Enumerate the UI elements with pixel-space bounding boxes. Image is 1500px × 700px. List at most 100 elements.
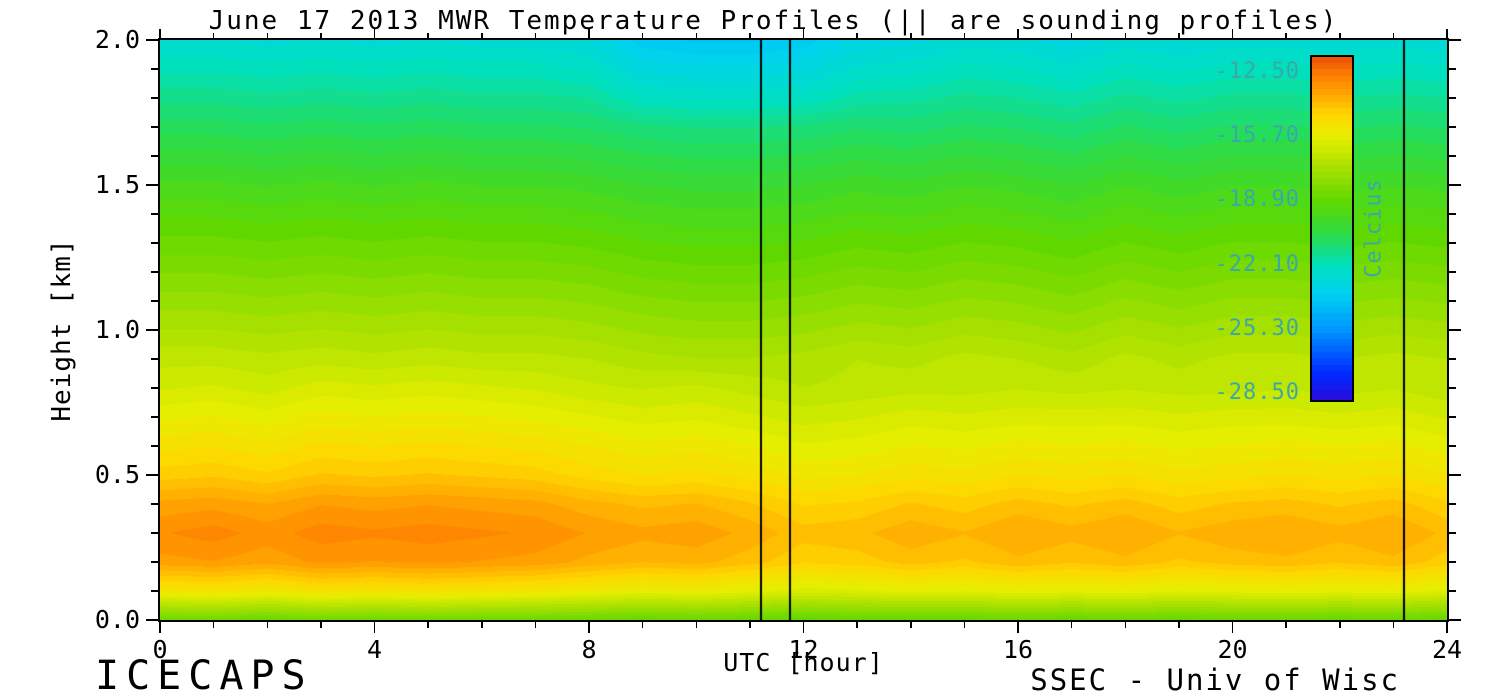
axis-tick bbox=[802, 622, 805, 633]
axis-tick bbox=[1178, 33, 1180, 38]
colorbar-tick-label: -22.10 bbox=[1214, 251, 1300, 277]
axis-tick bbox=[146, 329, 158, 331]
axis-tick bbox=[212, 622, 215, 628]
y-tick-label: 1.5 bbox=[94, 170, 140, 199]
axis-tick bbox=[1285, 33, 1287, 38]
axis-tick bbox=[159, 29, 161, 38]
axis-tick bbox=[1449, 561, 1456, 563]
colorbar bbox=[1310, 55, 1354, 402]
axis-tick bbox=[588, 29, 590, 38]
axis-tick bbox=[802, 29, 805, 38]
colorbar-tick-label: -28.50 bbox=[1214, 379, 1300, 405]
axis-tick bbox=[1392, 33, 1395, 38]
axis-tick bbox=[1449, 184, 1461, 186]
colorbar-tick-label: -12.50 bbox=[1214, 59, 1300, 85]
axis-tick bbox=[1449, 39, 1461, 41]
x-tick-label: 12 bbox=[788, 635, 819, 664]
axis-tick bbox=[1449, 474, 1461, 476]
y-tick-label: 1.0 bbox=[94, 315, 140, 344]
axis-tick bbox=[1070, 33, 1073, 38]
x-tick-label: 20 bbox=[1217, 635, 1248, 664]
axis-tick bbox=[1446, 622, 1448, 633]
axis-tick bbox=[151, 242, 158, 244]
axis-tick bbox=[963, 622, 966, 628]
axis-tick bbox=[266, 33, 268, 38]
axis-tick bbox=[1449, 532, 1456, 534]
x-tick-label: 4 bbox=[366, 635, 383, 664]
axis-tick bbox=[320, 33, 322, 38]
axis-tick bbox=[1339, 622, 1341, 628]
axis-tick bbox=[151, 126, 158, 128]
axis-tick bbox=[641, 33, 644, 38]
axis-tick bbox=[1449, 300, 1456, 302]
axis-tick bbox=[1017, 29, 1019, 38]
axis-tick bbox=[1449, 503, 1456, 505]
axis-tick bbox=[151, 271, 158, 273]
x-tick-label: 16 bbox=[1002, 635, 1034, 664]
temperature-heatmap-canvas bbox=[160, 40, 1447, 620]
colorbar-tick-label: -18.90 bbox=[1214, 187, 1300, 213]
colorbar-tick-label: -25.30 bbox=[1214, 315, 1300, 341]
y-tick-label: 0.0 bbox=[94, 605, 140, 634]
footer-institution-label: SSEC - Univ of Wisc bbox=[1030, 663, 1400, 697]
colorbar-title: Celcius bbox=[1361, 178, 1387, 278]
y-tick-label: 0.5 bbox=[94, 460, 140, 489]
axis-tick bbox=[1449, 416, 1456, 418]
x-axis-title: UTC [hour] bbox=[723, 648, 884, 677]
axis-tick bbox=[151, 503, 158, 505]
axis-tick bbox=[151, 445, 158, 447]
x-tick-label: 8 bbox=[581, 635, 597, 664]
axis-tick bbox=[641, 622, 644, 628]
axis-tick bbox=[159, 622, 161, 633]
footer-project-label: ICECAPS bbox=[95, 653, 313, 699]
axis-tick bbox=[1449, 242, 1456, 244]
axis-tick bbox=[856, 33, 858, 38]
axis-tick bbox=[1017, 622, 1019, 633]
axis-tick bbox=[1392, 622, 1395, 628]
axis-tick bbox=[963, 33, 966, 38]
axis-tick bbox=[151, 68, 158, 70]
axis-tick bbox=[1285, 622, 1287, 628]
plot-area bbox=[158, 38, 1449, 622]
axis-tick bbox=[1449, 590, 1456, 592]
axis-tick bbox=[856, 622, 858, 628]
axis-tick bbox=[910, 33, 912, 38]
axis-tick bbox=[1231, 622, 1234, 633]
axis-tick bbox=[151, 213, 158, 215]
colorbar-tick-label: -15.70 bbox=[1214, 123, 1300, 149]
axis-tick bbox=[373, 29, 376, 38]
chart-title: June 17 2013 MWR Temperature Profiles (|… bbox=[208, 6, 1339, 36]
axis-tick bbox=[749, 33, 751, 38]
axis-tick bbox=[151, 590, 158, 592]
y-tick-label: 2.0 bbox=[94, 25, 140, 54]
axis-tick bbox=[588, 622, 590, 633]
axis-tick bbox=[481, 622, 483, 628]
axis-tick bbox=[151, 155, 158, 157]
axis-tick bbox=[749, 622, 751, 628]
axis-tick bbox=[151, 358, 158, 360]
axis-tick bbox=[1339, 33, 1341, 38]
axis-tick bbox=[1178, 622, 1180, 628]
axis-tick bbox=[266, 622, 268, 628]
axis-tick bbox=[1446, 29, 1448, 38]
axis-tick bbox=[1070, 622, 1073, 628]
axis-tick bbox=[1231, 29, 1234, 38]
x-tick-label: 24 bbox=[1431, 635, 1463, 664]
axis-tick bbox=[481, 33, 483, 38]
axis-tick bbox=[1449, 619, 1461, 621]
axis-tick bbox=[151, 561, 158, 563]
axis-tick bbox=[1449, 97, 1456, 99]
axis-tick bbox=[1449, 271, 1456, 273]
axis-tick bbox=[1449, 126, 1456, 128]
axis-tick bbox=[151, 532, 158, 534]
axis-tick bbox=[1449, 445, 1456, 447]
axis-tick bbox=[695, 33, 697, 38]
axis-tick bbox=[427, 622, 429, 628]
axis-tick bbox=[320, 622, 322, 628]
axis-tick bbox=[146, 474, 158, 476]
axis-tick bbox=[1449, 329, 1461, 331]
axis-tick bbox=[151, 97, 158, 99]
axis-tick bbox=[427, 33, 429, 38]
axis-tick bbox=[1449, 213, 1456, 215]
